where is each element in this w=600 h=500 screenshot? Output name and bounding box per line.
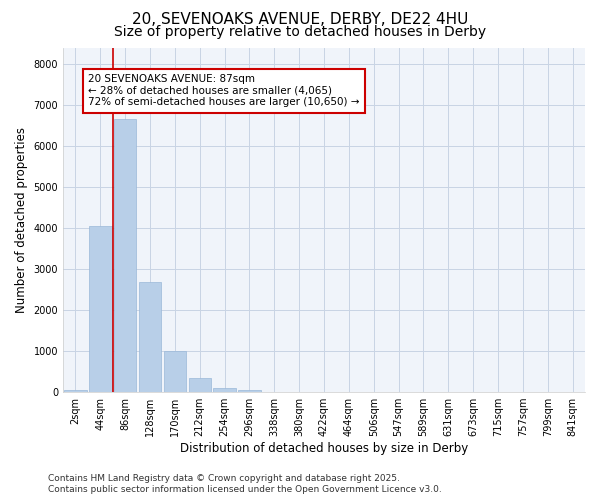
Bar <box>64 390 86 392</box>
Text: Size of property relative to detached houses in Derby: Size of property relative to detached ho… <box>114 25 486 39</box>
Text: Contains HM Land Registry data © Crown copyright and database right 2025.
Contai: Contains HM Land Registry data © Crown c… <box>48 474 442 494</box>
Y-axis label: Number of detached properties: Number of detached properties <box>15 127 28 313</box>
Bar <box>238 390 260 392</box>
Bar <box>114 120 136 392</box>
Text: 20 SEVENOAKS AVENUE: 87sqm
← 28% of detached houses are smaller (4,065)
72% of s: 20 SEVENOAKS AVENUE: 87sqm ← 28% of deta… <box>88 74 359 108</box>
Bar <box>188 378 211 392</box>
Text: 20, SEVENOAKS AVENUE, DERBY, DE22 4HU: 20, SEVENOAKS AVENUE, DERBY, DE22 4HU <box>132 12 468 28</box>
Bar <box>164 351 186 392</box>
Bar <box>139 282 161 392</box>
Bar <box>89 226 112 392</box>
X-axis label: Distribution of detached houses by size in Derby: Distribution of detached houses by size … <box>180 442 468 455</box>
Bar <box>214 388 236 392</box>
